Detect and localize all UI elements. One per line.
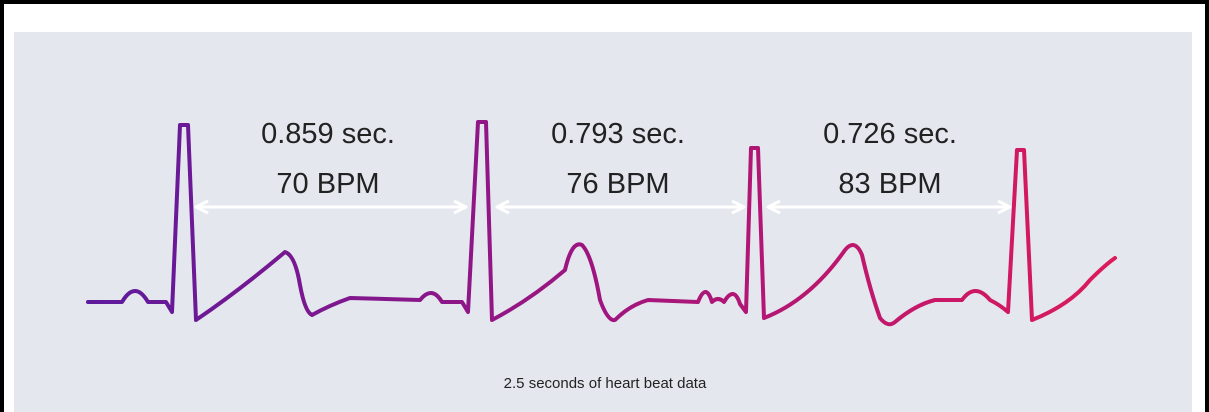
interval-rate: 70 BPM — [276, 168, 379, 200]
caption: 2.5 seconds of heart beat data — [504, 375, 707, 392]
panel — [14, 32, 1192, 412]
interval-rate: 76 BPM — [566, 168, 669, 200]
interval-duration: 0.859 sec. — [261, 118, 395, 150]
interval-duration: 0.793 sec. — [551, 118, 685, 150]
interval-labels: 0.859 sec. 70 BPM 0.793 sec. 76 BPM 0.726 se… — [261, 118, 957, 200]
interval-duration: 0.726 sec. — [823, 118, 957, 150]
interval-rate: 83 BPM — [838, 168, 941, 200]
ecg-waveform — [86, 120, 1117, 327]
